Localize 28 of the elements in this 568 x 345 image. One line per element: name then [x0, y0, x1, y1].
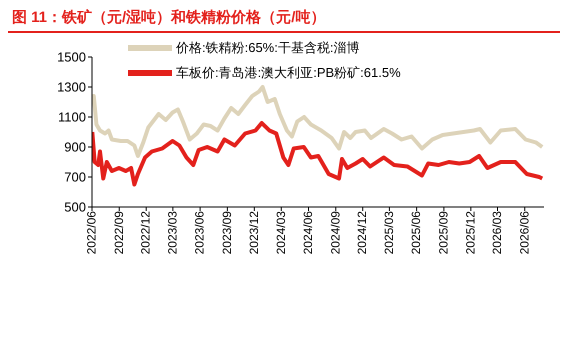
x-tick-label: 2023/06 [192, 210, 207, 254]
y-tick-label: 700 [64, 170, 86, 185]
x-tick-label: 2024/09 [328, 210, 342, 254]
y-tick-label: 1500 [57, 50, 86, 65]
legend-label: 价格:铁精粉:65%:干基含税:淄博 [176, 39, 360, 57]
x-tick-label: 2026/03 [490, 210, 504, 254]
x-tick-label: 2023/09 [220, 210, 234, 254]
y-tick-label: 1100 [58, 110, 86, 125]
y-tick-label: 500 [64, 200, 86, 215]
legend-label: 车板价:青岛港:澳大利亚:PB粉矿:61.5% [176, 64, 401, 82]
x-tick-label: 2025/09 [436, 210, 450, 254]
y-tick-label: 900 [64, 140, 86, 155]
line-series [92, 85, 544, 158]
x-tick-label: 2024/12 [355, 210, 370, 254]
chart-title: 图 11：铁矿（元/湿吨）和铁精粉价格（元/吨） [8, 8, 560, 33]
x-tick-label: 2023/03 [165, 210, 180, 254]
x-tick-label: 2025/12 [463, 210, 478, 254]
x-tick-label: 2026/06 [517, 210, 532, 254]
x-tick-label: 2024/03 [274, 210, 288, 254]
x-tick-label: 2022/09 [112, 210, 126, 254]
x-tick-label: 2022/06 [84, 210, 99, 254]
x-tick-label: 2024/06 [301, 210, 316, 254]
x-tick-label: 2023/12 [246, 210, 261, 254]
y-tick-label: 1300 [57, 80, 86, 95]
x-tick-label: 2025/03 [382, 210, 396, 254]
x-tick-label: 2022/12 [138, 210, 153, 254]
x-tick-label: 2025/06 [409, 210, 424, 254]
line-series [92, 121, 544, 186]
